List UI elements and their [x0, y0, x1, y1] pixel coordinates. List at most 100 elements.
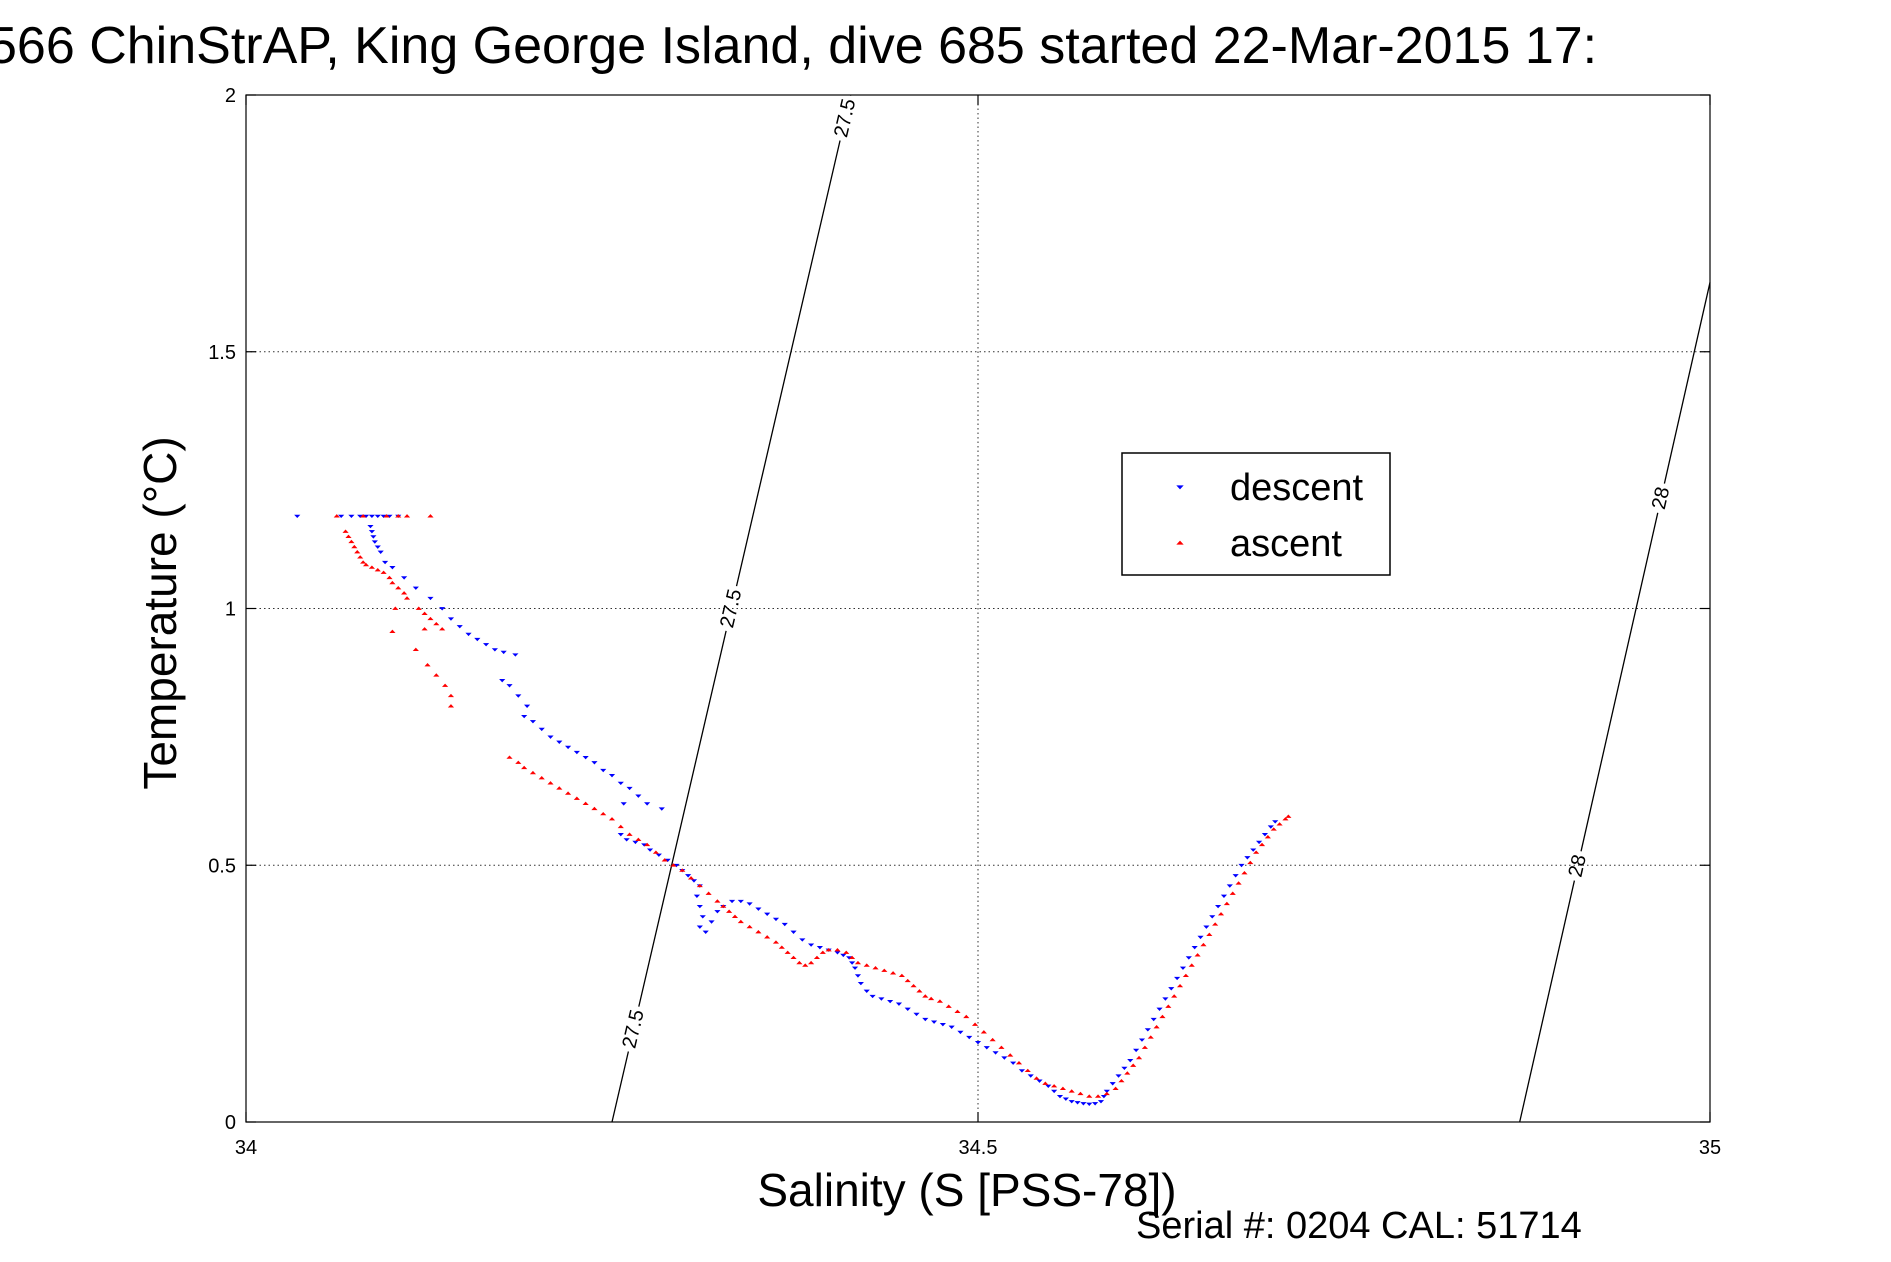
descent-point [524, 704, 531, 709]
ascent-point [506, 755, 513, 759]
ascent-point [1235, 881, 1242, 885]
ascent-point [737, 919, 744, 924]
ascent-point [772, 940, 780, 944]
descent-point [1018, 1069, 1026, 1073]
ascent-point [564, 791, 572, 795]
ascent-point [661, 858, 668, 862]
ascent-point [360, 514, 367, 518]
ascent-point [412, 647, 419, 651]
descent-point [582, 756, 589, 760]
descent-point [887, 999, 894, 1004]
ascent-point [1059, 1086, 1066, 1091]
legend: descent ascent [1121, 452, 1391, 576]
ascent-point [389, 629, 396, 633]
descent-point [1121, 1066, 1128, 1071]
axes: 34 34.5 35 0 0.5 1 1.5 2 [208, 85, 1721, 1159]
legend-label-descent: descent [1230, 467, 1364, 509]
descent-point [1103, 1089, 1110, 1094]
ascent-point [813, 955, 821, 960]
ascent-point [427, 616, 434, 621]
ascent-point [635, 837, 642, 841]
ascent-point [386, 575, 393, 580]
ascent-point [644, 842, 651, 847]
descent-point [869, 994, 876, 999]
ascent-point [1200, 942, 1207, 947]
ascent-point [389, 580, 396, 585]
descent-point [1109, 1082, 1116, 1086]
descent-point [529, 720, 537, 724]
descent-point [1261, 833, 1269, 837]
descent-point [499, 679, 506, 683]
ascent-point [1206, 932, 1213, 936]
ascent-point [808, 960, 815, 965]
descent-point [696, 904, 703, 909]
descent-point [506, 684, 513, 688]
ascent-point [989, 1037, 996, 1042]
descent-point [1256, 840, 1263, 845]
legend-box [1121, 452, 1391, 576]
descent-point [500, 650, 507, 655]
y-axis-label: Temperature (°C) [134, 436, 186, 789]
descent-point [699, 915, 706, 919]
ascent-point [547, 781, 554, 785]
descent-point [781, 922, 788, 927]
ascent-point [1247, 860, 1254, 865]
ascent-point [687, 876, 695, 880]
descent-point [974, 1041, 982, 1045]
ascent-point [1015, 1060, 1023, 1065]
descent-point [1100, 1094, 1107, 1099]
descent-point [1010, 1061, 1017, 1065]
ascent-point [403, 514, 411, 518]
ascent-point [1024, 1068, 1031, 1073]
ascent-point [362, 562, 370, 567]
descent-point [992, 1051, 999, 1055]
ascent-point [849, 955, 856, 960]
ascent-point [1258, 842, 1266, 847]
ascent-point [521, 765, 528, 770]
descent-point [1001, 1056, 1008, 1060]
descent-point [447, 617, 455, 621]
descent-point [644, 802, 651, 806]
ascent-point [421, 611, 428, 616]
ascent-point [834, 948, 841, 952]
ascent-point [652, 850, 660, 854]
ascent-point [529, 770, 537, 775]
ascent-point [1135, 1055, 1143, 1060]
descent-point [294, 514, 301, 519]
descent-point [690, 879, 698, 883]
descent-point [389, 566, 396, 570]
ascent-point [617, 824, 624, 829]
descent-point [863, 989, 870, 994]
descent-point [632, 840, 639, 845]
isopycnal-line [1663, 282, 1711, 484]
descent-point [617, 833, 624, 837]
ascent-point [922, 994, 929, 998]
y-tick-label: 1.5 [208, 342, 236, 364]
ascent-point [1007, 1053, 1014, 1057]
isopycnal-line [735, 140, 841, 587]
ascent-point [696, 883, 703, 888]
descent-point [1074, 1101, 1081, 1105]
ascent-point [1276, 822, 1283, 826]
descent-point [930, 1020, 938, 1024]
x-tick-label: 35 [1699, 1137, 1721, 1159]
descent-point [1238, 863, 1245, 868]
descent-point [635, 794, 642, 798]
ascent-point [368, 565, 375, 569]
descent-point [474, 637, 481, 642]
ascent-point [556, 786, 563, 790]
descent-point [1051, 1089, 1058, 1094]
descent-point [1232, 874, 1239, 878]
ascent-point [582, 801, 589, 806]
descent-point [465, 632, 472, 637]
descent-point [1215, 904, 1222, 909]
ascent-point [1153, 1025, 1160, 1029]
ascent-point [1147, 1035, 1154, 1039]
ascent-point [1130, 1063, 1137, 1067]
descent-point [1045, 1084, 1052, 1089]
ascent-point [670, 863, 677, 867]
data-points [294, 514, 1292, 1106]
descent-point [922, 1017, 929, 1022]
isopycnal-line [638, 630, 727, 1007]
